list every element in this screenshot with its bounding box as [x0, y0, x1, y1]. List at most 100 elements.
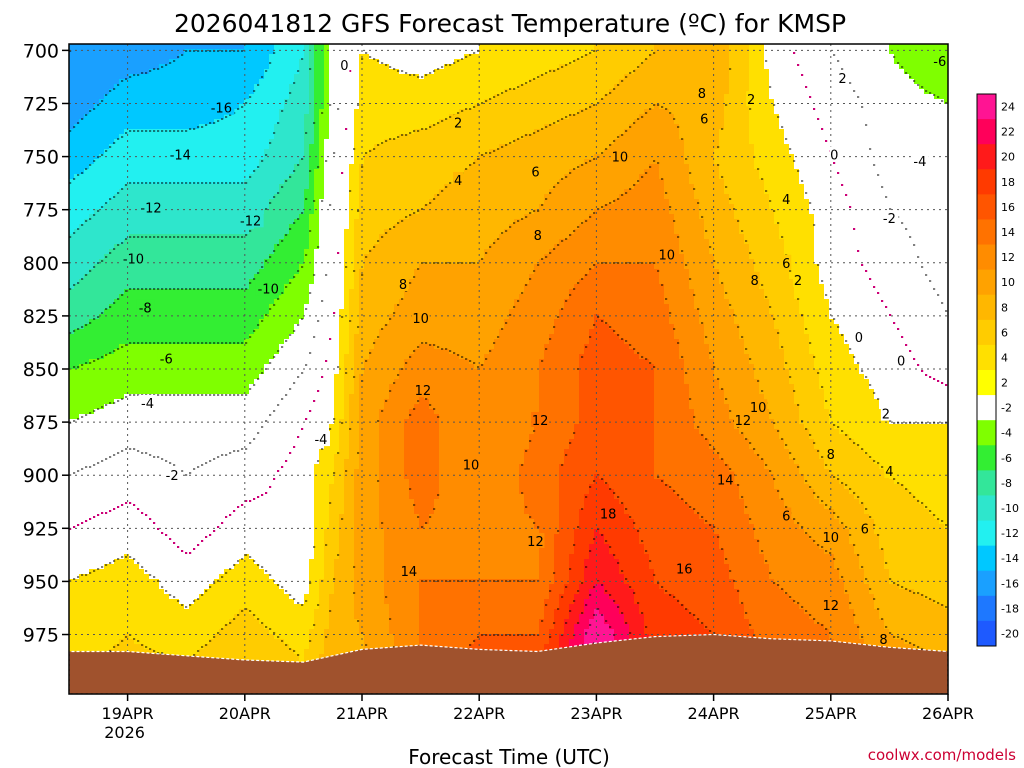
temperature-cell [134, 529, 140, 535]
temperature-cell [129, 479, 135, 485]
temperature-cell [74, 194, 80, 200]
temperature-cell [189, 449, 195, 455]
temperature-cell [139, 149, 145, 155]
temperature-cell [89, 184, 95, 190]
temperature-cell [239, 624, 245, 630]
temperature-cell [94, 94, 100, 100]
temperature-cell [114, 119, 120, 125]
temperature-cell [109, 219, 115, 225]
temperature-cell [69, 114, 75, 120]
temperature-cell [164, 79, 170, 85]
temperature-cell [249, 444, 255, 450]
temperature-cell [174, 649, 180, 655]
temperature-cell [94, 549, 100, 555]
temperature-cell [169, 559, 175, 565]
temperature-cell [254, 454, 260, 460]
temperature-cell [224, 164, 230, 170]
temperature-cell [99, 614, 105, 620]
temperature-cell [79, 319, 85, 325]
temperature-cell [174, 219, 180, 225]
temperature-cell [199, 334, 205, 340]
temperature-cell [74, 594, 80, 600]
temperature-cell [189, 484, 195, 490]
temperature-cell [209, 614, 215, 620]
temperature-cell [139, 609, 145, 615]
temperature-cell [174, 389, 180, 395]
temperature-cell [114, 394, 120, 400]
temperature-cell [169, 274, 175, 280]
temperature-cell [154, 604, 160, 610]
temperature-cell [229, 454, 235, 460]
temperature-cell [239, 374, 245, 380]
temperature-cell [194, 349, 200, 355]
temperature-cell [189, 184, 195, 190]
temperature-cell [189, 309, 195, 315]
temperature-cell [169, 544, 175, 550]
temperature-cell [199, 589, 205, 595]
temperature-cell [199, 339, 205, 345]
temperature-cell [234, 59, 240, 65]
temperature-cell [189, 379, 195, 385]
temperature-cell [164, 259, 170, 265]
temperature-cell [89, 94, 95, 100]
temperature-cell [169, 294, 175, 300]
temperature-cell [204, 559, 210, 565]
temperature-cell [99, 479, 105, 485]
temperature-cell [124, 494, 130, 500]
temperature-cell [89, 414, 95, 420]
temperature-cell [204, 264, 210, 270]
temperature-cell [69, 94, 75, 100]
temperature-cell [129, 199, 135, 205]
temperature-cell [119, 219, 125, 225]
temperature-cell [129, 64, 135, 70]
temperature-cell [129, 104, 135, 110]
temperature-cell [154, 469, 160, 475]
temperature-cell [139, 429, 145, 435]
temperature-cell [234, 569, 240, 575]
temperature-cell [239, 514, 245, 520]
temperature-cell [209, 279, 215, 285]
temperature-cell [164, 329, 170, 335]
temperature-cell [129, 344, 135, 350]
temperature-cell [214, 359, 220, 365]
temperature-cell [184, 184, 190, 190]
temperature-cell [249, 59, 255, 65]
temperature-cell [79, 89, 85, 95]
temperature-cell [239, 484, 245, 490]
temperature-cell [224, 219, 230, 225]
temperature-cell [79, 369, 85, 375]
temperature-cell [199, 489, 205, 495]
temperature-cell [84, 204, 90, 210]
temperature-cell [164, 519, 170, 525]
temperature-cell [224, 604, 230, 610]
temperature-cell [164, 549, 170, 555]
temperature-cell [184, 534, 190, 540]
temperature-cell [184, 269, 190, 275]
temperature-cell [229, 214, 235, 220]
temperature-cell [229, 59, 235, 65]
temperature-cell [109, 459, 115, 465]
temperature-cell [174, 124, 180, 130]
temperature-cell [179, 109, 185, 115]
temperature-cell [69, 414, 75, 420]
temperature-cell [164, 639, 170, 645]
temperature-cell [174, 49, 180, 55]
temperature-cell [239, 429, 245, 435]
temperature-cell [119, 594, 125, 600]
temperature-cell [209, 304, 215, 310]
temperature-cell [134, 94, 140, 100]
temperature-cell [94, 284, 100, 290]
temperature-cell [114, 594, 120, 600]
temperature-cell [219, 409, 225, 415]
temperature-cell [129, 534, 135, 540]
temperature-cell [174, 204, 180, 210]
temperature-cell [94, 54, 100, 60]
temperature-cell [164, 374, 170, 380]
temperature-cell [199, 324, 205, 330]
temperature-cell [84, 309, 90, 315]
temperature-cell [139, 69, 145, 75]
temperature-cell [114, 359, 120, 365]
temperature-cell [204, 114, 210, 120]
temperature-cell [89, 269, 95, 275]
temperature-cell [84, 344, 90, 350]
